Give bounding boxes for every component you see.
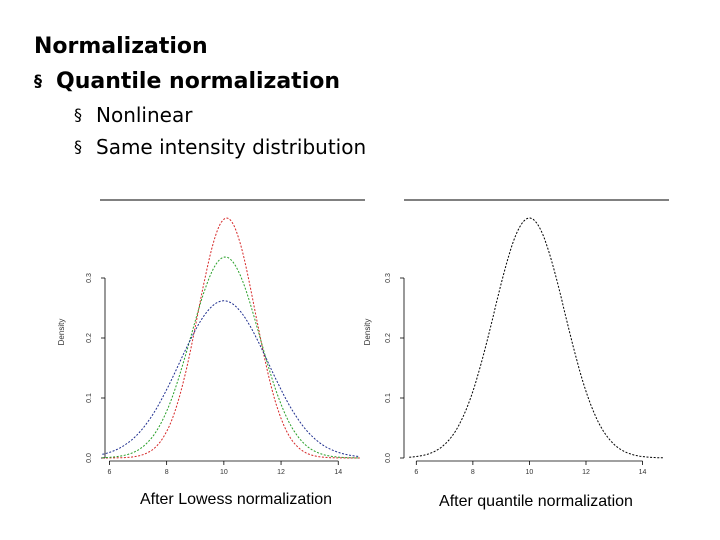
plot-caption: After Lowess normalization	[140, 491, 332, 508]
bullet-icon: §	[34, 71, 42, 90]
y-axis-label: Density	[363, 319, 372, 346]
plot-caption: After quantile normalization	[439, 493, 633, 510]
x-tick-label: 6	[107, 469, 111, 476]
y-tick-label: 0.3	[86, 273, 93, 283]
y-tick-label: 0.2	[86, 333, 93, 343]
x-tick-label: 12	[277, 469, 285, 476]
x-tick-label: 10	[220, 469, 228, 476]
y-tick-label: 0.0	[86, 453, 93, 463]
sub-bullet-label: Same intensity distribution	[96, 135, 367, 159]
sub-bullet-label: Nonlinear	[96, 103, 193, 127]
y-tick-label: 0.3	[385, 273, 392, 283]
slide-title: Normalization	[34, 34, 208, 59]
x-tick-label: 8	[471, 469, 475, 476]
y-axis-label: Density	[57, 319, 66, 346]
density-curve-green	[102, 256, 360, 459]
sub-bullet-same-distribution: § Same intensity distribution	[34, 131, 366, 163]
bullet-icon: §	[74, 105, 82, 124]
x-tick-label: 8	[165, 469, 169, 476]
density-curve-all-arrays	[409, 217, 664, 459]
y-tick-label: 0.1	[385, 393, 392, 403]
bullet-icon: §	[74, 137, 82, 156]
x-tick-label: 14	[639, 469, 647, 476]
density-curve-blue	[102, 300, 360, 458]
bullet-quantile: § Quantile normalization	[34, 64, 366, 99]
x-tick-label: 6	[414, 469, 418, 476]
slide-text: Normalization § Quantile normalization § N…	[34, 30, 366, 163]
x-tick-label: 12	[582, 469, 590, 476]
y-tick-label: 0.2	[385, 333, 392, 343]
y-tick-label: 0.0	[385, 453, 392, 463]
bullet-quantile-label: Quantile normalization	[56, 69, 341, 94]
density-curve-red	[102, 217, 360, 459]
sub-bullet-nonlinear: § Nonlinear	[34, 99, 366, 131]
y-tick-label: 0.1	[86, 393, 93, 403]
x-tick-label: 10	[526, 469, 534, 476]
x-tick-label: 14	[334, 469, 342, 476]
